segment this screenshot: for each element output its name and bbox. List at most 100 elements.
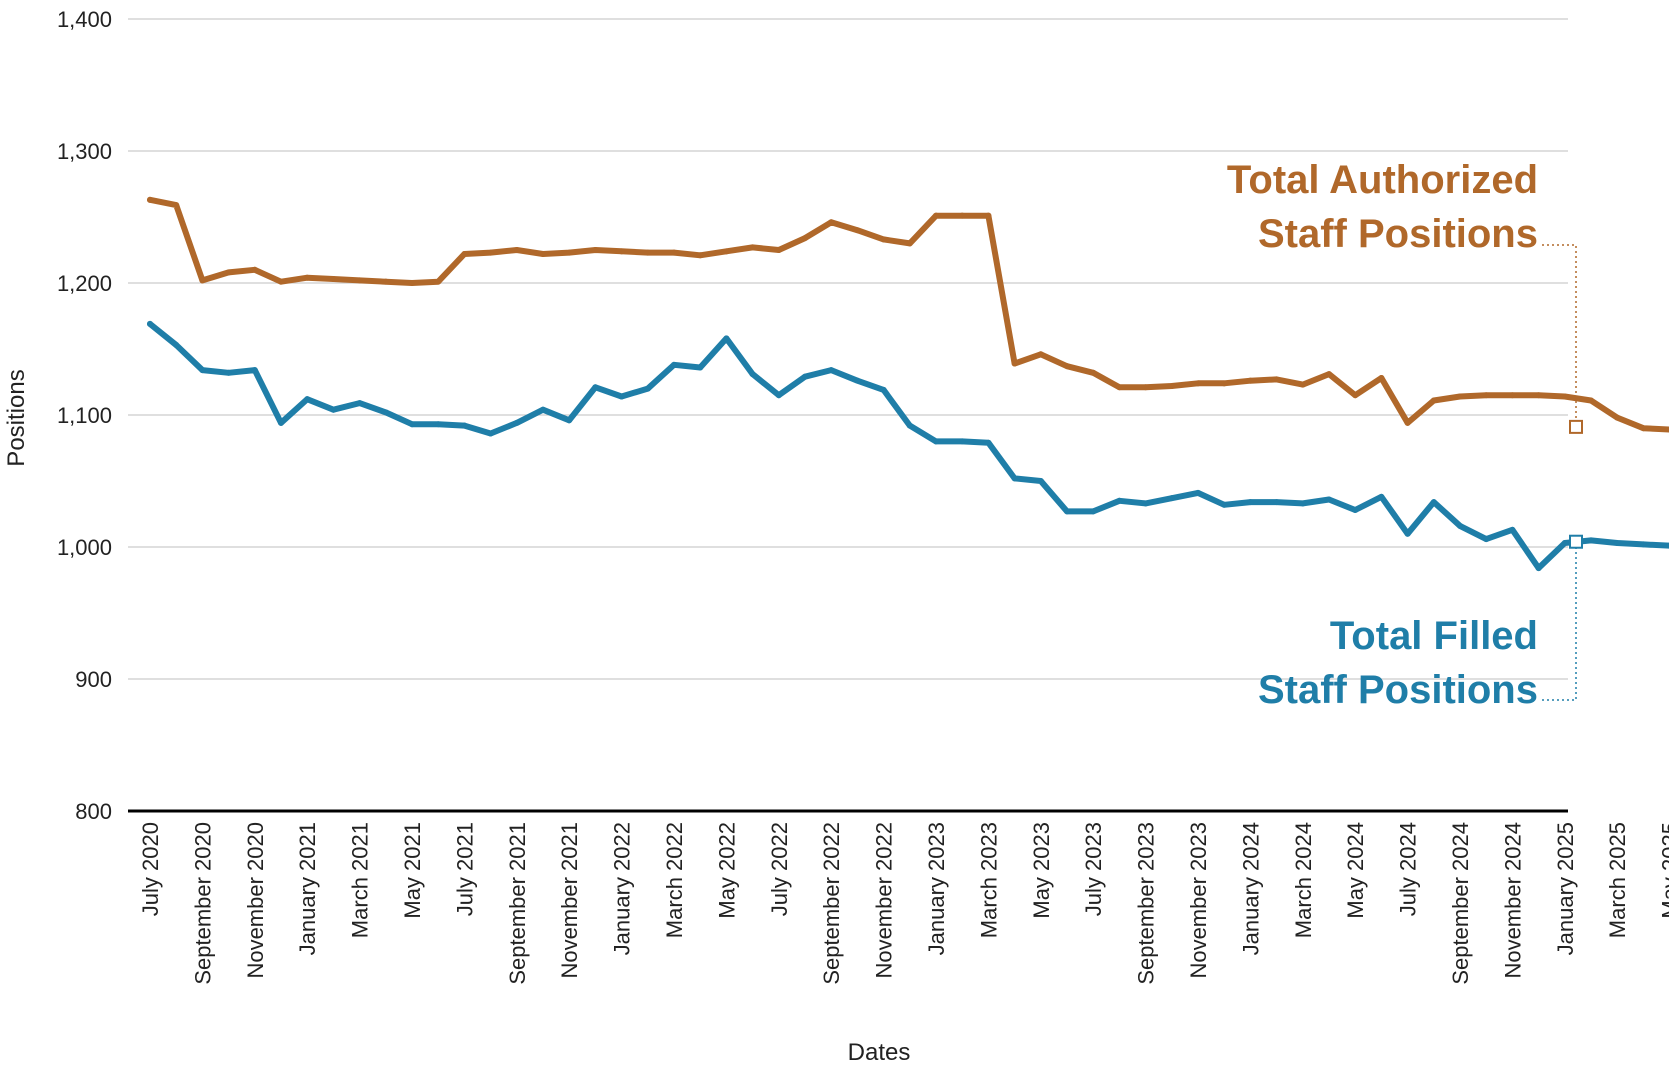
data-point (487, 249, 494, 256)
x-tick-label: November 2023 (1186, 822, 1211, 979)
x-tick-label: March 2021 (348, 822, 373, 938)
data-point (513, 419, 520, 426)
data-point (644, 385, 651, 392)
y-tick-label: 800 (75, 799, 112, 824)
data-point (985, 439, 992, 446)
data-point (1457, 522, 1463, 529)
data-point (1116, 497, 1123, 504)
data-point (1116, 384, 1123, 391)
data-point (1326, 496, 1332, 503)
data-point (1666, 542, 1669, 549)
x-tick-label: March 2022 (662, 822, 687, 938)
x-tick-label: May 2023 (1029, 822, 1054, 919)
data-point (1588, 537, 1594, 544)
data-point (1247, 377, 1254, 384)
x-tick-label: July 2020 (138, 822, 163, 916)
x-tick-label: September 2021 (505, 822, 530, 985)
data-point (1011, 360, 1018, 367)
data-point (225, 369, 232, 376)
data-point (1142, 500, 1149, 507)
data-point (1509, 392, 1516, 399)
data-point (173, 202, 180, 209)
x-tick-label: May 2021 (400, 822, 425, 919)
label-leader (1542, 541, 1577, 701)
x-tick-label: November 2022 (872, 822, 897, 979)
x-tick-label: July 2022 (767, 822, 792, 916)
y-axis-title: Positions (3, 369, 30, 466)
data-point (618, 393, 625, 400)
data-point (382, 278, 389, 285)
data-point (304, 396, 311, 403)
series-lines (147, 196, 1669, 572)
series-label-line: Total Authorized (1227, 158, 1538, 202)
data-point (854, 227, 861, 234)
x-tick-label: September 2023 (1134, 822, 1159, 985)
data-point (540, 406, 546, 413)
x-tick-label: September 2020 (190, 822, 215, 985)
data-point (1404, 419, 1411, 426)
x-tick-label: January 2021 (295, 822, 320, 955)
x-tick-label: May 2024 (1343, 822, 1368, 919)
data-point (278, 419, 284, 426)
x-tick-label: January 2025 (1553, 822, 1578, 955)
data-point (1352, 392, 1359, 399)
data-point (251, 367, 258, 374)
data-point (671, 249, 677, 256)
data-point (880, 386, 887, 393)
data-point (933, 438, 939, 445)
x-tick-label: November 2021 (557, 822, 582, 979)
series-label-line: Staff Positions (1258, 668, 1538, 712)
data-point (1168, 382, 1175, 389)
data-point (147, 320, 153, 327)
x-tick-label: March 2023 (976, 822, 1001, 938)
data-point (540, 250, 546, 257)
data-point (1561, 393, 1568, 400)
data-point (1247, 499, 1254, 506)
data-point (749, 244, 756, 251)
x-tick-label: September 2024 (1448, 822, 1473, 985)
series-label-line: Total Filled (1330, 614, 1538, 658)
data-point (409, 280, 415, 286)
data-point (461, 422, 468, 429)
x-tick-label: July 2023 (1081, 822, 1106, 916)
data-point (356, 277, 363, 284)
data-point (933, 212, 939, 219)
data-point (225, 269, 232, 276)
data-point (435, 278, 442, 285)
data-point (723, 248, 730, 255)
data-point (1535, 392, 1542, 399)
data-point (1588, 397, 1594, 404)
data-point (435, 421, 442, 428)
data-point (1404, 530, 1411, 537)
data-point (959, 212, 966, 219)
data-point (1064, 508, 1070, 515)
data-point (1299, 500, 1306, 507)
data-point (461, 250, 468, 257)
data-point (382, 409, 389, 416)
data-point (1037, 351, 1044, 358)
data-point (959, 438, 966, 445)
series-line-filled (147, 320, 1669, 572)
data-point (1378, 375, 1385, 382)
data-point (1561, 540, 1568, 547)
data-point (697, 252, 704, 259)
data-point (1037, 478, 1044, 484)
data-point (985, 212, 992, 219)
data-point (304, 274, 311, 281)
data-point (906, 422, 913, 429)
data-point (1614, 414, 1621, 421)
data-point (1011, 475, 1018, 482)
data-point (775, 392, 782, 399)
data-point (723, 335, 730, 342)
data-point (906, 240, 913, 247)
data-point (618, 248, 625, 255)
data-point (880, 236, 887, 243)
y-tick-label: 1,200 (57, 271, 112, 296)
data-point (1457, 393, 1463, 400)
data-point (671, 361, 677, 368)
data-point (513, 247, 520, 253)
data-point (1090, 508, 1097, 515)
x-axis-title: Dates (848, 1039, 911, 1066)
x-axis-tick-labels: July 2020 September 2020 November 2020 Janu… (138, 822, 1669, 985)
